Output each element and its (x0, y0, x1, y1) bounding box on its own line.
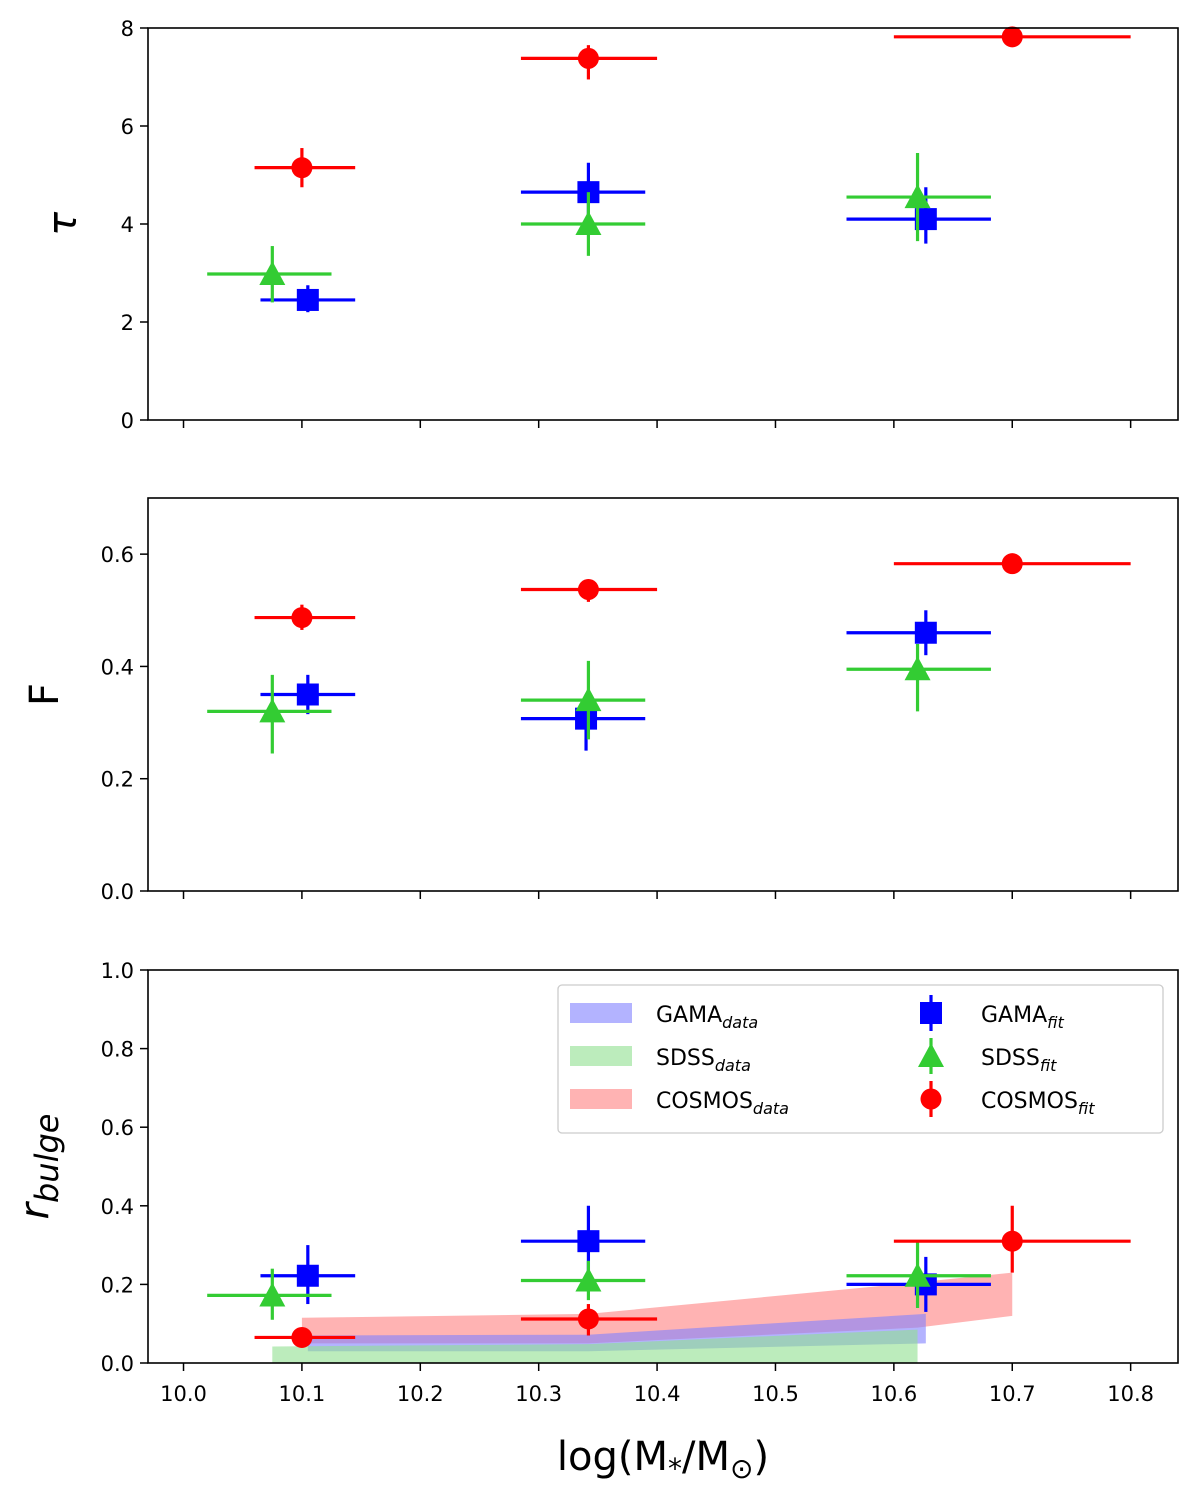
legend-label-main: GAMA (656, 1003, 722, 1028)
legend-marker-gama (920, 1002, 942, 1024)
y-tick-label: 8 (121, 17, 134, 41)
legend-label: SDSSdata (656, 1046, 751, 1075)
cosmos-point-1 (577, 47, 599, 69)
x-tick-label: 10.7 (989, 1382, 1036, 1406)
legend-marker-cosmos (920, 1088, 942, 1110)
y-tick-label: 0.0 (101, 880, 134, 904)
x-tick-label: 10.2 (397, 1382, 444, 1406)
legend-box (557, 984, 1164, 1134)
gama-point-2 (914, 208, 937, 231)
legend-label: COSMOSfit (981, 1089, 1095, 1118)
cosmos-point-2 (1001, 26, 1023, 48)
y-tick-label: 4 (121, 213, 134, 237)
axes-frame (147, 969, 1179, 1364)
sdss-point-2 (904, 184, 931, 209)
cosmos-point-1 (577, 579, 599, 601)
y-tick-label: 0.6 (101, 1116, 134, 1140)
y-tick-label: 0 (121, 409, 134, 433)
legend-label-sub: data (715, 1056, 751, 1075)
panel-tau: 0 2 4 6 8 τ (40, 17, 1179, 433)
gama-point-1 (575, 707, 598, 730)
gama-point-2 (914, 621, 937, 644)
gama-point-0 (296, 288, 319, 311)
legend-label-main: SDSS (656, 1046, 715, 1071)
y-axis-label: τ (40, 211, 86, 236)
x-axis-label: log(M*/M⊙) (557, 1434, 769, 1485)
legend-label-sub: fit (1040, 1056, 1057, 1075)
y-tick-label: 0.4 (101, 1195, 134, 1219)
y-tick-label: 2 (121, 311, 134, 335)
legend-label: COSMOSdata (656, 1089, 789, 1118)
x-tick-label: 10.6 (870, 1382, 917, 1406)
x-tick-label: 10.4 (634, 1382, 681, 1406)
sdss-point-0 (259, 1282, 286, 1307)
x-tick-label: 10.8 (1107, 1382, 1154, 1406)
x-axis-label-part: ⊙ (730, 1452, 753, 1485)
x-tick-label: 10.3 (515, 1382, 562, 1406)
sdss-point-1 (575, 211, 602, 236)
y-tick-label: 0.4 (101, 655, 134, 679)
axes-frame (147, 497, 1179, 892)
legend-swatch-sdss (570, 1046, 632, 1066)
y-tick-label: 0.2 (101, 768, 134, 792)
sdss-point-0 (259, 260, 286, 286)
y-tick-label: 0.6 (101, 543, 134, 567)
sdss-point-2 (904, 656, 931, 681)
y-axis-label-main: r (12, 1200, 58, 1219)
y-axis-label-sub: bulge (28, 1114, 66, 1203)
panel-f: 0.0 0.2 0.4 0.6 F (22, 497, 1179, 904)
legend-label-sub: fit (1078, 1099, 1095, 1118)
legend-label-sub: fit (1047, 1013, 1064, 1032)
legend-label: SDSSfit (981, 1046, 1057, 1075)
x-tick-label: 10.0 (160, 1382, 207, 1406)
legend-label-main: GAMA (981, 1003, 1047, 1028)
cosmos-point-2 (1001, 1230, 1023, 1252)
gama-point-0 (296, 1264, 319, 1287)
cosmos-point-0 (291, 607, 313, 629)
y-axis-label: rbulge (12, 1114, 66, 1220)
legend-label-main: COSMOS (981, 1089, 1078, 1114)
cosmos-point-0 (291, 157, 313, 179)
legend-label: GAMAdata (656, 1003, 758, 1032)
gama-point-0 (296, 683, 319, 706)
axes-frame (147, 27, 1179, 421)
sdss-point-0 (259, 698, 286, 723)
legend-label-sub: data (753, 1099, 789, 1118)
sdss-point-1 (575, 1267, 602, 1292)
cosmos-point-2 (1001, 553, 1023, 575)
sdss-point-1 (575, 687, 602, 712)
x-tick-label: 10.1 (279, 1382, 326, 1406)
x-axis-label-part: * (668, 1452, 682, 1485)
legend-label-main: SDSS (981, 1046, 1040, 1071)
legend-swatch-gama (570, 1003, 632, 1023)
legend-marker-sdss (918, 1043, 944, 1068)
y-axis-label: F (22, 683, 68, 706)
x-tick-label: 10.5 (752, 1382, 799, 1406)
panel-rbulge: 0.0 0.2 0.4 0.6 0.8 1.0 10.0 10.1 10.2 10.3 10.4 10… (12, 959, 1179, 1406)
y-tick-label: 1.0 (101, 959, 134, 983)
x-axis-label-part: log(M (557, 1434, 668, 1480)
legend: GAMAdataSDSSdataCOSMOSdataGAMAfitSDSSfit… (557, 984, 1164, 1134)
y-tick-label: 6 (121, 115, 134, 139)
legend-swatch-cosmos (570, 1089, 632, 1109)
gama-point-1 (577, 1230, 600, 1253)
x-axis-label-part: /M (682, 1434, 730, 1480)
y-tick-label: 0.2 (101, 1273, 134, 1297)
sdss-point-2 (904, 1262, 931, 1287)
y-tick-label: 0.0 (101, 1352, 134, 1376)
legend-label-sub: data (722, 1013, 758, 1032)
cosmos-point-0 (291, 1326, 313, 1348)
band-sdss (272, 1329, 918, 1363)
y-tick-label: 0.8 (101, 1038, 134, 1062)
legend-label: GAMAfit (981, 1003, 1064, 1032)
legend-label-main: COSMOS (656, 1089, 753, 1114)
x-axis-label-part: ) (753, 1434, 769, 1480)
cosmos-point-1 (577, 1308, 599, 1330)
